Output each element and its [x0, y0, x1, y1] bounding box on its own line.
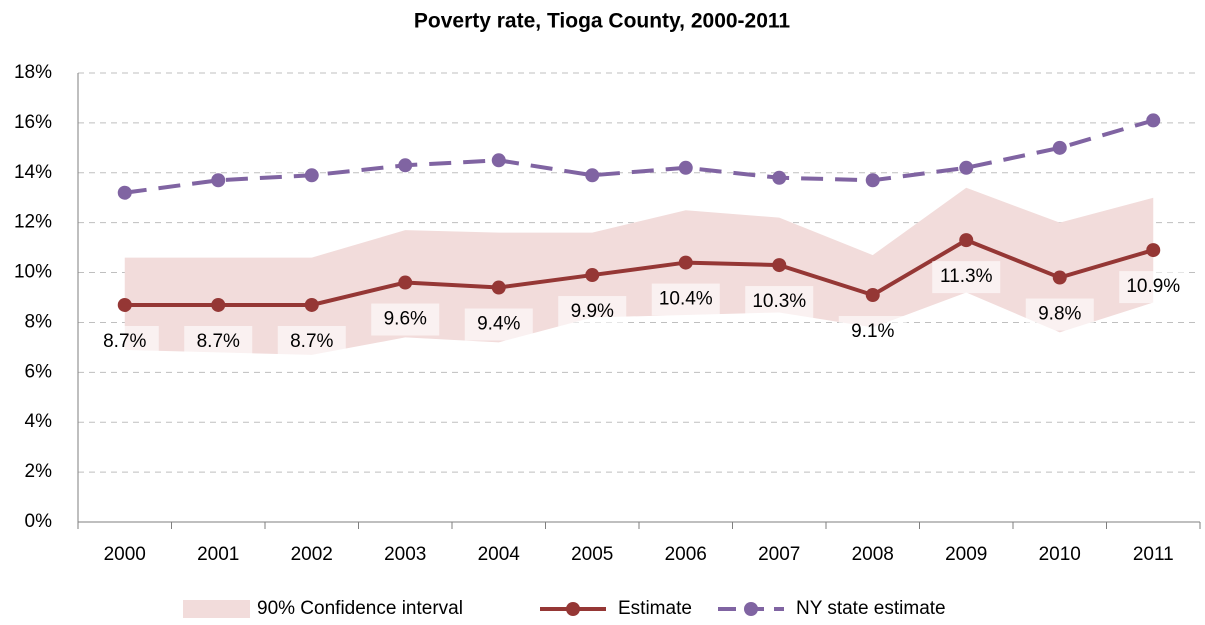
- x-tick-label: 2008: [852, 544, 894, 565]
- x-tick-label: 2002: [291, 544, 333, 565]
- point: [117, 185, 132, 200]
- data-label: 9.9%: [571, 301, 614, 322]
- point: [491, 153, 506, 168]
- chart-title: Poverty rate, Tioga County, 2000-2011: [414, 10, 791, 33]
- data-label: 8.7%: [197, 331, 240, 352]
- legend-label: Estimate: [618, 598, 692, 619]
- x-tick-label: 2007: [758, 544, 800, 565]
- x-tick-label: 2006: [665, 544, 707, 565]
- point: [959, 160, 974, 175]
- point: [585, 168, 600, 183]
- point: [1146, 113, 1161, 128]
- point: [491, 280, 506, 295]
- label-bg: [464, 308, 533, 341]
- label-bg: [558, 296, 627, 329]
- point: [678, 160, 693, 175]
- x-tick-label: 2010: [1039, 544, 1081, 565]
- legend-label: 90% Confidence interval: [257, 598, 463, 619]
- legend-marker: [744, 602, 758, 616]
- series-line: [124, 118, 1154, 195]
- legend-swatch: [183, 600, 250, 618]
- data-label: 11.3%: [940, 266, 993, 287]
- data-label: 9.4%: [477, 314, 520, 335]
- label-bg: [932, 261, 1001, 294]
- data-label: 9.6%: [384, 309, 427, 330]
- point: [117, 297, 132, 312]
- point: [211, 297, 226, 312]
- y-tick-label: 4%: [25, 411, 53, 432]
- label-bg: [651, 283, 720, 316]
- x-tick-label: 2003: [384, 544, 426, 565]
- point: [398, 158, 413, 173]
- point: [304, 297, 319, 312]
- x-tick-label: 2001: [197, 544, 239, 565]
- y-tick-label: 12%: [14, 212, 52, 233]
- point: [585, 268, 600, 283]
- label-bg: [745, 286, 814, 319]
- y-tick-label: 14%: [14, 162, 52, 183]
- data-label: 8.7%: [103, 331, 146, 352]
- data-label: 10.3%: [752, 291, 806, 312]
- point: [1052, 140, 1067, 155]
- x-tick-label: 2011: [1133, 544, 1174, 565]
- label-bg: [1025, 298, 1094, 331]
- legend-marker: [566, 602, 580, 616]
- point: [398, 275, 413, 290]
- y-tick-label: 18%: [14, 62, 52, 83]
- x-tick-label: 2009: [945, 544, 987, 565]
- point: [678, 255, 693, 270]
- label-bg: [90, 325, 159, 358]
- data-label: 10.4%: [659, 289, 713, 310]
- x-tick-label: 2000: [104, 544, 146, 565]
- point: [1146, 243, 1161, 258]
- data-label: 9.8%: [1038, 304, 1081, 325]
- point: [865, 173, 880, 188]
- point: [772, 170, 787, 185]
- label-bg: [1119, 271, 1188, 304]
- series-line: [124, 237, 1154, 307]
- y-tick-label: 2%: [25, 461, 53, 482]
- data-label: 9.1%: [851, 321, 894, 342]
- point: [772, 258, 787, 273]
- point: [211, 173, 226, 188]
- label-bg: [184, 325, 253, 358]
- point: [865, 288, 880, 303]
- data-label: 10.9%: [1126, 276, 1180, 297]
- y-tick-label: 10%: [14, 262, 52, 283]
- label-bg: [371, 303, 440, 336]
- legend-label: NY state estimate: [796, 598, 946, 619]
- label-bg: [838, 316, 907, 349]
- data-label: 8.7%: [290, 331, 333, 352]
- point: [959, 233, 974, 248]
- point: [1052, 270, 1067, 285]
- point: [304, 168, 319, 183]
- y-tick-label: 6%: [25, 361, 53, 382]
- y-tick-label: 0%: [25, 511, 53, 532]
- y-tick-label: 8%: [25, 311, 53, 332]
- x-tick-label: 2005: [571, 544, 613, 565]
- label-bg: [277, 325, 346, 358]
- x-tick-label: 2004: [478, 544, 521, 565]
- y-tick-label: 16%: [14, 112, 52, 133]
